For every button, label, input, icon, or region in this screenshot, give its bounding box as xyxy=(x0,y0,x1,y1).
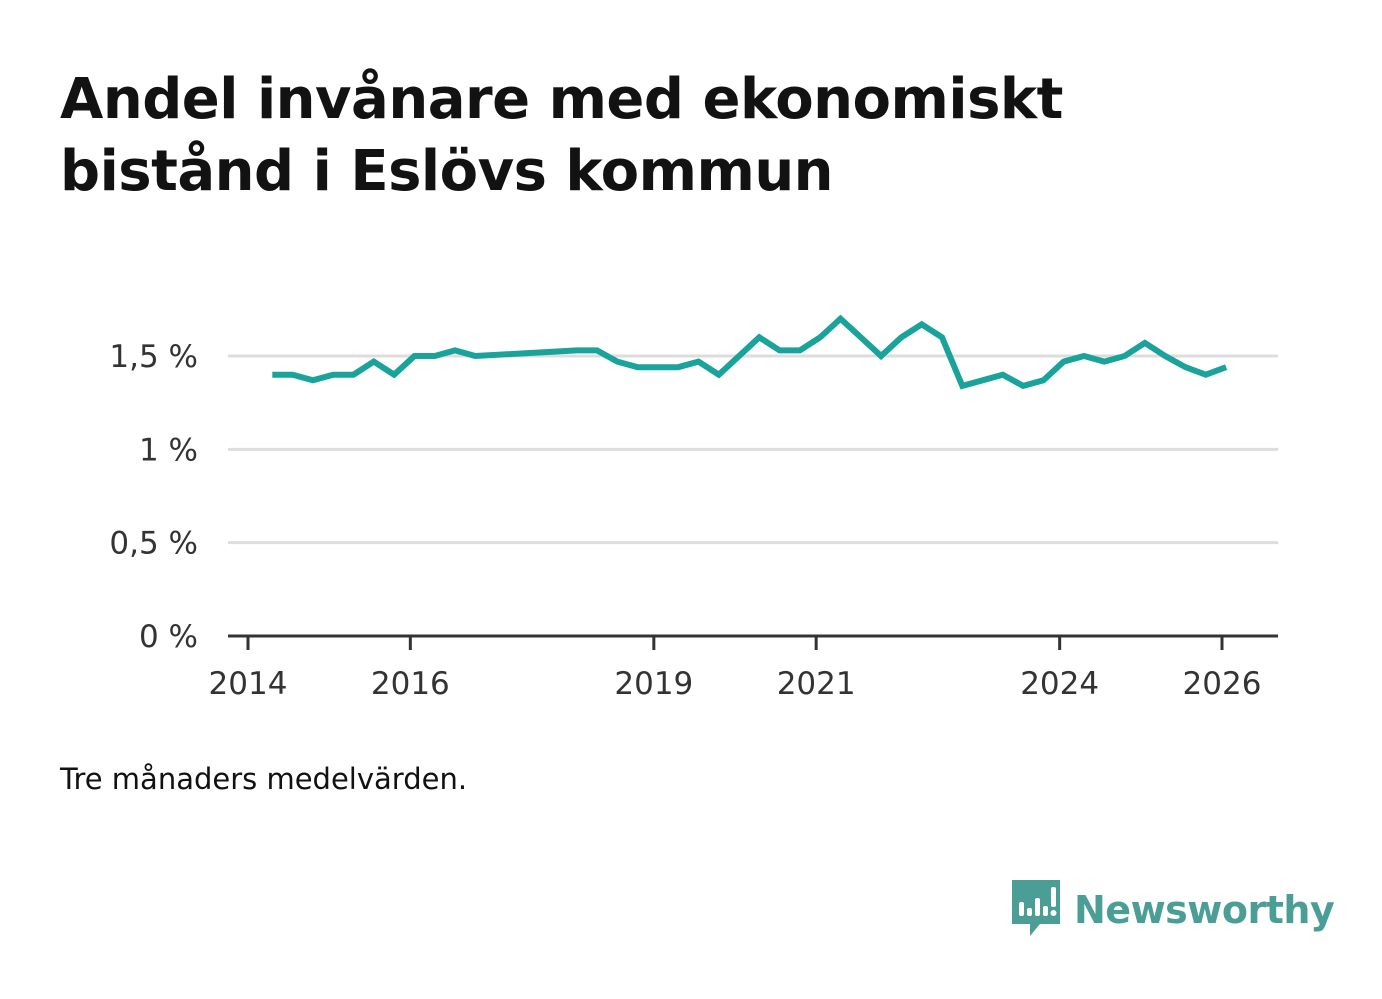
data-point xyxy=(432,353,438,359)
brand-name: Newsworthy xyxy=(1074,888,1335,932)
data-point xyxy=(939,334,945,340)
data-point xyxy=(675,364,681,370)
data-point xyxy=(838,316,844,322)
data-point xyxy=(919,321,925,327)
data-point xyxy=(655,364,661,370)
x-tick-label: 2019 xyxy=(614,666,693,702)
data-point xyxy=(594,347,600,353)
data-point xyxy=(980,377,986,383)
data-point xyxy=(1183,364,1189,370)
data-point xyxy=(310,377,316,383)
data-point xyxy=(878,353,884,359)
data-point xyxy=(371,359,377,365)
x-axis-labels: 2014 2016 2019 2021 2024 2026 xyxy=(209,666,1262,702)
data-point xyxy=(351,372,357,378)
data-point xyxy=(269,372,275,378)
data-point xyxy=(1203,372,1209,378)
data-point xyxy=(330,372,336,378)
y-tick-label: 1,5 % xyxy=(109,339,198,375)
data-point xyxy=(736,353,742,359)
x-tick-label: 2026 xyxy=(1183,666,1262,702)
data-point xyxy=(290,372,296,378)
data-point xyxy=(817,334,823,340)
series-line xyxy=(272,314,1228,390)
data-point xyxy=(614,359,620,365)
data-point xyxy=(411,353,417,359)
chart-title: Andel invånare med ekonomiskt bistånd i … xyxy=(60,67,1063,204)
data-point xyxy=(696,359,702,365)
y-tick-label: 1 % xyxy=(139,432,198,468)
data-point xyxy=(858,334,864,340)
data-point xyxy=(1061,359,1067,365)
data-point xyxy=(1020,383,1026,389)
data-point xyxy=(797,347,803,353)
data-point xyxy=(898,334,904,340)
y-tick-label: 0 % xyxy=(139,619,198,655)
data-point xyxy=(635,364,641,370)
data-point xyxy=(1040,377,1046,383)
x-tick-label: 2014 xyxy=(209,666,288,702)
data-point xyxy=(472,353,478,359)
data-point xyxy=(1101,359,1107,365)
chart-note: Tre månaders medelvärden. xyxy=(60,762,468,796)
newsworthy-logo-icon xyxy=(1010,878,1062,942)
x-tick-label: 2016 xyxy=(371,666,450,702)
data-point xyxy=(959,383,965,389)
grid-lines xyxy=(228,354,1278,545)
y-tick-label: 0,5 % xyxy=(109,526,198,562)
y-axis-labels: 0 % 0,5 % 1 % 1,5 % xyxy=(109,339,198,655)
line-chart: 0 % 0,5 % 1 % 1,5 % 2014 2016 2019 2021 2024 202… xyxy=(109,314,1278,702)
x-axis xyxy=(228,634,1278,650)
data-point xyxy=(777,347,783,353)
brand-logo[interactable]: Newsworthy xyxy=(1010,878,1335,942)
data-point xyxy=(1000,372,1006,378)
series-layer xyxy=(269,314,1229,390)
data-point xyxy=(716,372,722,378)
data-point xyxy=(574,347,580,353)
data-point xyxy=(1162,353,1168,359)
data-point xyxy=(452,347,458,353)
data-point xyxy=(391,372,397,378)
data-point xyxy=(1223,364,1229,370)
data-point xyxy=(756,334,762,340)
data-point xyxy=(1122,353,1128,359)
data-point xyxy=(1081,353,1087,359)
data-point xyxy=(1142,340,1148,346)
x-tick-label: 2021 xyxy=(777,666,856,702)
x-tick-label: 2024 xyxy=(1020,666,1099,702)
